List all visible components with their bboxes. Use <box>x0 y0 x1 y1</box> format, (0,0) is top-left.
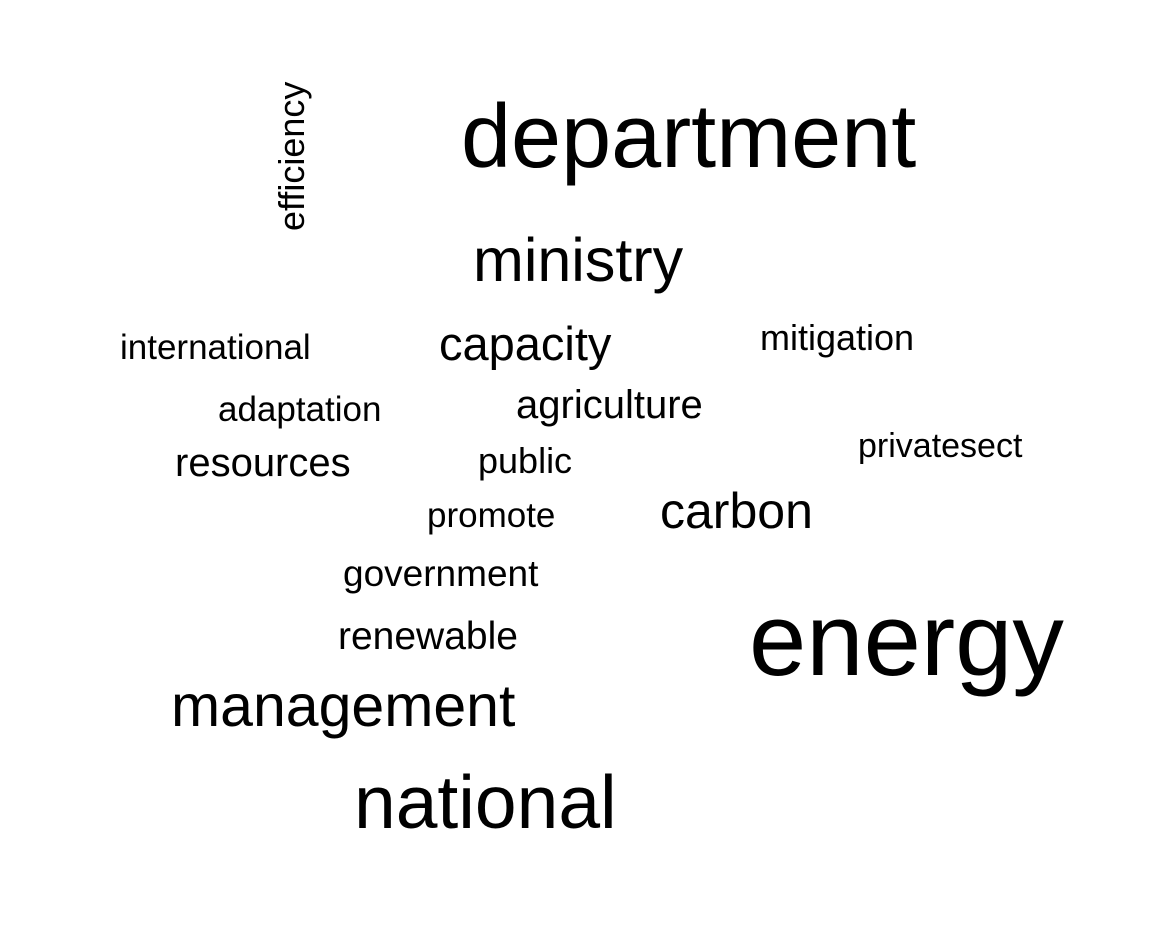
word-renewable: renewable <box>338 615 518 658</box>
word-efficiency: efficiency <box>271 81 312 231</box>
word-ministry: ministry <box>473 226 684 294</box>
word-government: government <box>343 553 539 594</box>
word-national: national <box>354 760 617 844</box>
word-resources: resources <box>175 441 351 485</box>
word-public: public <box>478 440 573 481</box>
word-promote: promote <box>427 496 556 535</box>
word-adaptation: adaptation <box>218 390 382 429</box>
word-agriculture: agriculture <box>516 383 703 427</box>
word-privatesect: privatesect <box>858 427 1023 465</box>
word-carbon: carbon <box>660 483 813 539</box>
word-department: department <box>461 87 917 187</box>
word-management: management <box>171 673 516 739</box>
word-international: international <box>120 328 311 367</box>
word-mitigation: mitigation <box>760 317 915 358</box>
word-energy: energy <box>749 582 1064 697</box>
word-capacity: capacity <box>439 317 612 370</box>
